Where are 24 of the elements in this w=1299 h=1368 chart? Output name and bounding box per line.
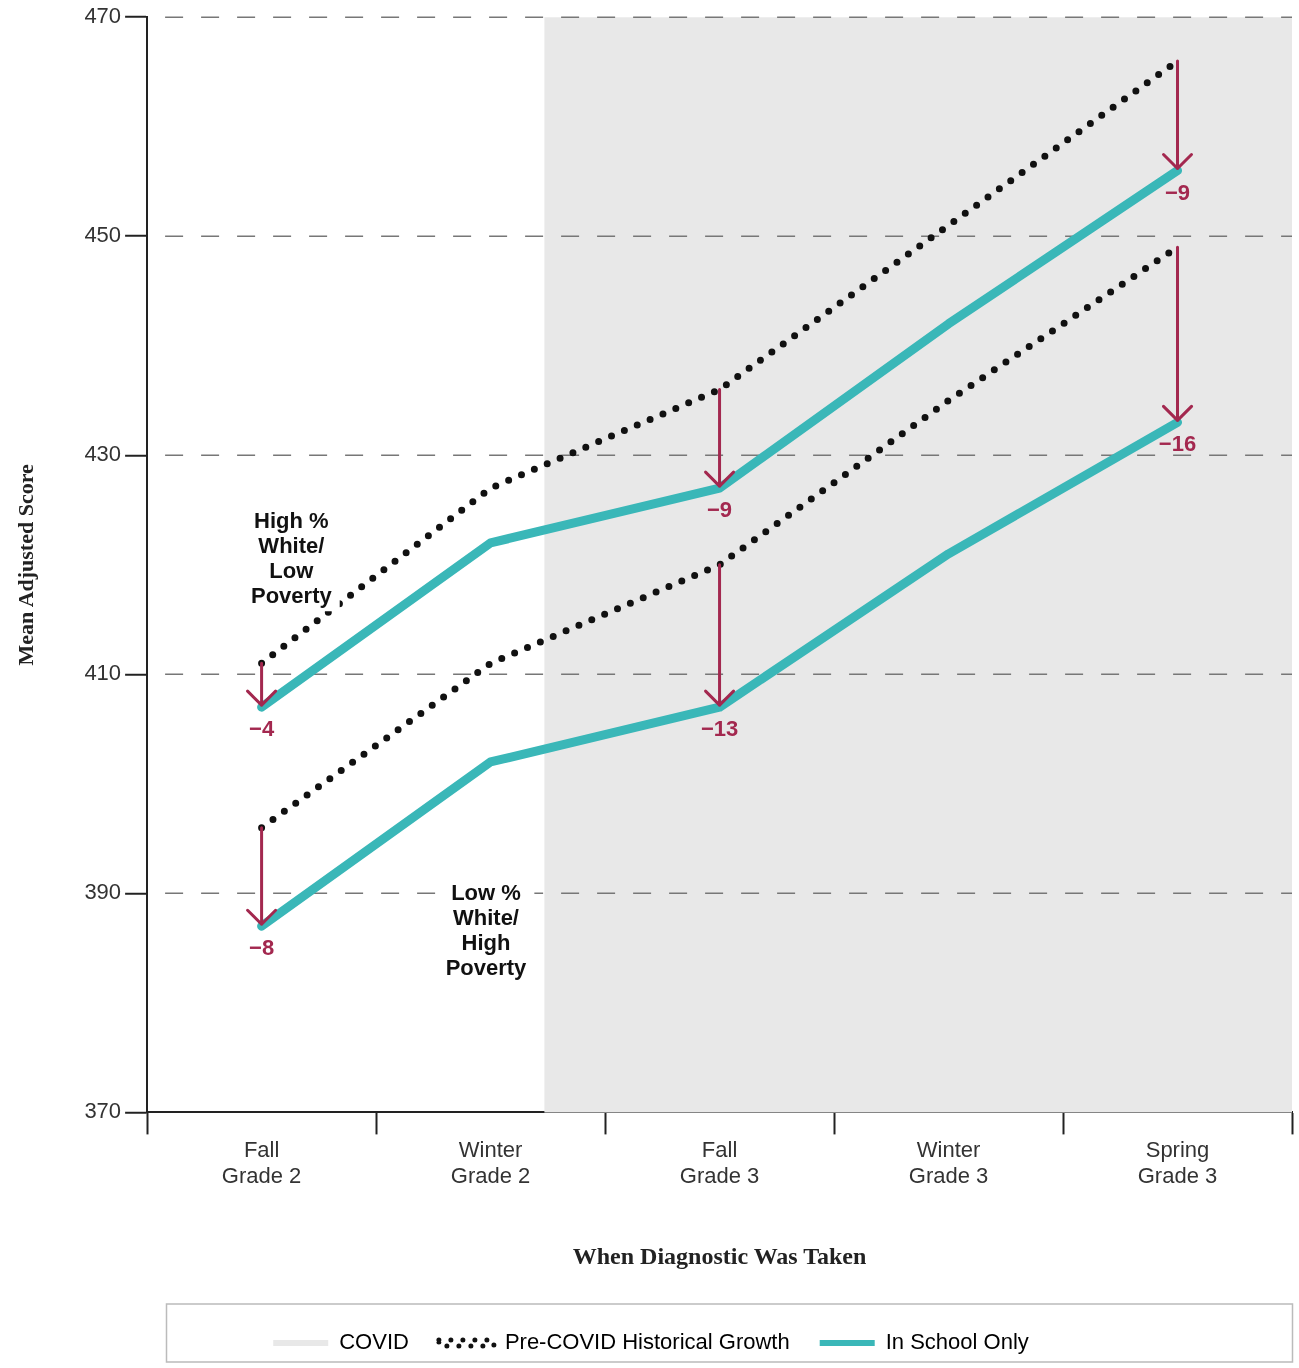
y-tick-label: 430 bbox=[84, 441, 122, 467]
y-axis-title: Mean Adjusted Score bbox=[12, 463, 38, 666]
y-tick-label: 390 bbox=[84, 879, 122, 905]
legend-label: In School Only bbox=[885, 1329, 1029, 1355]
x-tick-label: Fall Grade 3 bbox=[679, 1136, 760, 1189]
annotation: −8 bbox=[249, 935, 275, 961]
legend-label: COVID bbox=[339, 1329, 409, 1355]
y-tick-label: 450 bbox=[84, 222, 122, 248]
annotation: −9 bbox=[1164, 179, 1191, 205]
legend-label: Pre-COVID Historical Growth bbox=[504, 1329, 790, 1355]
y-tick-label: 410 bbox=[84, 660, 122, 686]
x-tick-label: Winter Grade 3 bbox=[908, 1136, 989, 1189]
annotation: −9 bbox=[707, 497, 733, 523]
y-tick-label: 370 bbox=[84, 1098, 122, 1124]
annotation: Low % White/ High Poverty bbox=[445, 880, 528, 981]
x-axis-title: When Diagnostic Was Taken bbox=[572, 1242, 867, 1269]
annotation: −13 bbox=[700, 716, 739, 742]
y-tick-label: 470 bbox=[84, 3, 122, 29]
annotation: −16 bbox=[1158, 431, 1197, 457]
annotation: −4 bbox=[249, 716, 275, 742]
x-tick-label: Spring Grade 3 bbox=[1137, 1136, 1218, 1189]
annotation: High % White/ Low Poverty bbox=[251, 507, 333, 608]
x-tick-label: Fall Grade 2 bbox=[221, 1136, 302, 1189]
x-tick-label: Winter Grade 2 bbox=[450, 1136, 531, 1189]
